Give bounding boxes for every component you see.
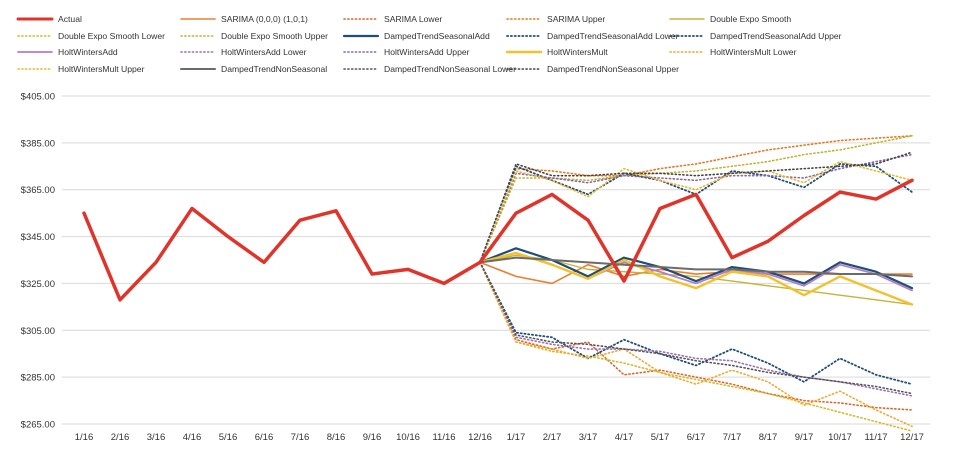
x-tick-label: 1/17 <box>507 432 526 443</box>
series-line-dampedtrendseasonaladd-upper <box>479 163 913 264</box>
legend: Actual SARIMA (0,0,0) (1,0,1) SARIMA Lower… <box>16 14 842 74</box>
legend-label: Double Expo Smooth Upper <box>221 31 328 41</box>
series-line-double-expo-smooth-lower <box>479 261 913 432</box>
x-tick-label: 11/16 <box>432 432 455 443</box>
legend-item-holtwintersadd-lower: HoltWintersAdd Lower <box>180 47 307 57</box>
legend-item-holtwintersadd: HoltWintersAdd <box>17 47 118 57</box>
legend-item-double-expo-smooth: Double Expo Smooth <box>669 14 791 24</box>
legend-label: HoltWintersAdd <box>58 47 118 57</box>
legend-label: DampedTrendNonSeasonal <box>221 64 327 74</box>
legend-label: HoltWintersMult Upper <box>58 64 145 74</box>
series-line-holtwintersmult-upper <box>479 160 913 264</box>
legend-label: DampedTrendSeasonalAdd Upper <box>710 31 842 41</box>
x-tick-label: 12/16 <box>468 432 492 443</box>
legend-label: Double Expo Smooth <box>710 14 791 24</box>
y-tick-label: $285.00 <box>21 373 55 384</box>
y-tick-label: $385.00 <box>21 138 55 149</box>
legend-item-actual: Actual <box>16 14 82 24</box>
legend-label: DampedTrendSeasonalAdd <box>384 31 490 41</box>
series-lines <box>82 135 914 432</box>
x-tick-label: 9/16 <box>363 432 382 443</box>
x-tick-label: 1/16 <box>75 432 94 443</box>
y-tick-label: $405.00 <box>21 92 55 103</box>
x-tick-label: 6/16 <box>255 432 274 443</box>
legend-label: SARIMA Lower <box>384 14 442 24</box>
legend-item-dampedtrendnonseasonal-lower: DampedTrendNonSeasonal Lower <box>343 64 516 74</box>
x-tick-label: 12/17 <box>900 432 924 443</box>
legend-label: Double Expo Smooth Lower <box>58 31 165 41</box>
y-tick-label: $325.00 <box>21 279 55 290</box>
y-tick-label: $265.00 <box>21 420 55 431</box>
series-line-double-expo-smooth-upper <box>479 135 913 264</box>
legend-label: DampedTrendNonSeasonal Upper <box>547 64 679 74</box>
gridlines <box>62 95 930 425</box>
legend-item-holtwintersmult: HoltWintersMult <box>505 47 608 57</box>
series-line-dampedtrendseasonaladd-lower <box>479 261 913 386</box>
legend-item-dampedtrendseasonaladd-upper: DampedTrendSeasonalAdd Upper <box>669 31 842 41</box>
legend-item-double-expo-smooth-upper: Double Expo Smooth Upper <box>180 31 328 41</box>
legend-label: HoltWintersAdd Upper <box>384 47 470 57</box>
x-tick-label: 3/16 <box>147 432 166 443</box>
x-tick-label: 7/16 <box>291 432 310 443</box>
x-tick-label: 4/16 <box>183 432 202 443</box>
legend-item-sarima-upper: SARIMA Upper <box>506 14 605 24</box>
x-tick-label: 10/17 <box>828 432 852 443</box>
legend-label: HoltWintersMult Lower <box>710 47 797 57</box>
x-tick-label: 7/17 <box>723 432 742 443</box>
x-tick-label: 10/16 <box>396 432 420 443</box>
legend-item-dampedtrendnonseasonal: DampedTrendNonSeasonal <box>180 64 327 74</box>
y-tick-label: $345.00 <box>21 232 55 243</box>
legend-label: SARIMA Upper <box>547 14 605 24</box>
y-tick-label: $305.00 <box>21 326 55 337</box>
series-line-holtwintersmult-lower <box>479 261 913 428</box>
x-tick-label: 6/17 <box>687 432 706 443</box>
y-tick-label: $365.00 <box>21 185 55 196</box>
legend-item-dampedtrendnonseasonal-upper: DampedTrendNonSeasonal Upper <box>506 64 679 74</box>
legend-item-holtwintersmult-upper: HoltWintersMult Upper <box>17 64 145 74</box>
legend-label: HoltWintersAdd Lower <box>221 47 307 57</box>
legend-item-double-expo-smooth-lower: Double Expo Smooth Lower <box>17 31 165 41</box>
series-line-sarima-lower <box>479 261 913 411</box>
legend-item-sarima-0-0-0-1-0-1: SARIMA (0,0,0) (1,0,1) <box>180 14 308 24</box>
legend-label: SARIMA (0,0,0) (1,0,1) <box>221 14 308 24</box>
legend-label: DampedTrendNonSeasonal Lower <box>384 64 516 74</box>
series-line-holtwintersadd-lower <box>479 261 913 397</box>
x-tick-label: 11/17 <box>864 432 887 443</box>
x-tick-label: 2/17 <box>543 432 562 443</box>
series-line-holtwintersadd-upper <box>479 153 913 264</box>
series-line-dampedtrendnonseasonal-upper <box>479 151 913 264</box>
x-tick-label: 2/16 <box>111 432 130 443</box>
legend-item-dampedtrendseasonaladd: DampedTrendSeasonalAdd <box>342 31 490 41</box>
legend-label: HoltWintersMult <box>547 47 608 57</box>
x-tick-label: 9/17 <box>795 432 814 443</box>
x-tick-label: 8/16 <box>327 432 346 443</box>
legend-item-sarima-lower: SARIMA Lower <box>343 14 442 24</box>
legend-label: DampedTrendSeasonalAdd Lower <box>547 31 679 41</box>
x-tick-label: 5/17 <box>651 432 670 443</box>
legend-label: Actual <box>58 14 82 24</box>
x-tick-label: 3/17 <box>579 432 598 443</box>
y-axis-tick-labels: $265.00 $285.00 $305.00 $325.00 $345.00 $365.… <box>21 92 55 431</box>
x-tick-label: 8/17 <box>759 432 778 443</box>
series-line-dampedtrendnonseasonal-lower <box>479 261 913 395</box>
legend-item-dampedtrendseasonaladd-lower: DampedTrendSeasonalAdd Lower <box>506 31 679 41</box>
x-tick-label: 5/16 <box>219 432 238 443</box>
x-tick-label: 4/17 <box>615 432 634 443</box>
series-line-sarima-upper <box>479 135 913 264</box>
series-line-actual <box>82 178 914 302</box>
legend-item-holtwintersmult-lower: HoltWintersMult Lower <box>669 47 797 57</box>
x-axis-tick-labels: 1/16 2/16 3/16 4/16 5/16 6/16 7/16 8/16 9/16 10/1… <box>75 432 924 443</box>
legend-item-holtwintersadd-upper: HoltWintersAdd Upper <box>343 47 470 57</box>
